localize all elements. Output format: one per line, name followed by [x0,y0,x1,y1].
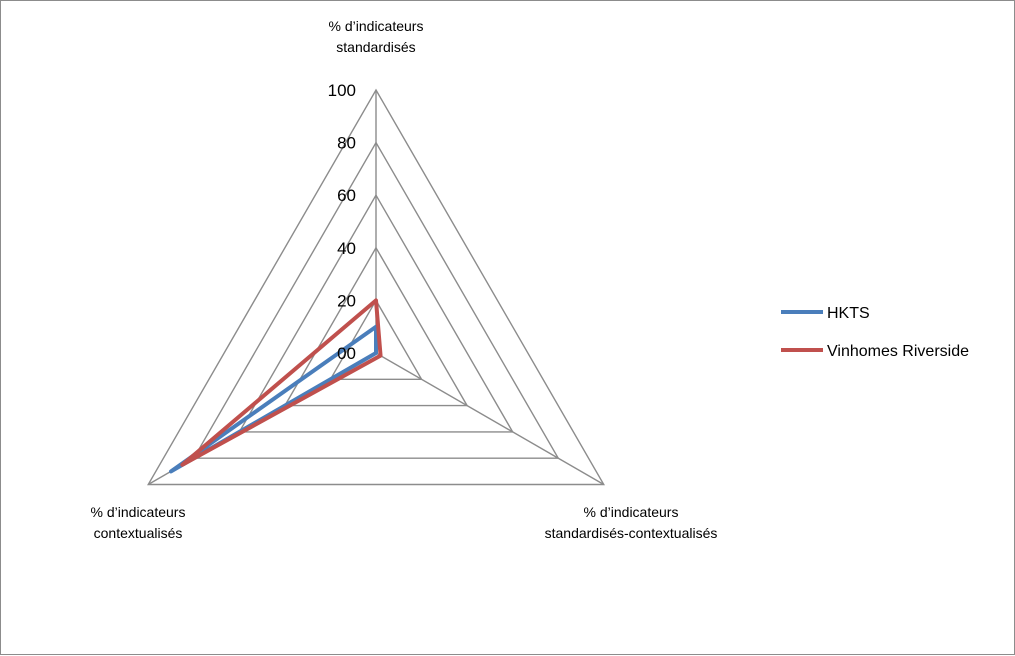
tick-label: 60 [337,186,356,205]
legend-label: HKTS [827,305,870,322]
grid-ring-20 [329,298,423,380]
tick-label: 00 [337,344,356,363]
grid-ring-60 [238,193,514,433]
radar-grid [147,88,605,486]
axis-spoke [375,352,605,486]
legend: HKTS Vinhomes Riverside [781,305,969,360]
radial-tick-labels: 00 20 40 60 80 100 [328,81,356,363]
axis-labels: % d’indicateurs standardisés % d’indicateu… [91,18,718,541]
grid-ring-40 [283,246,469,407]
grid-ring-100 [147,88,605,486]
tick-label: 20 [337,291,356,310]
grid-ring-80 [192,141,560,459]
legend-label: Vinhomes Riverside [827,343,969,360]
tick-label: 80 [337,134,356,153]
series-line-0 [169,324,378,474]
series-line-1 [180,298,383,467]
radar-series [169,298,383,474]
tick-label: 40 [337,239,356,258]
axis-label: % d’indicateurs contextualisés [91,504,186,541]
axis-label: % d’indicateurs standardisés-contextualis… [545,504,718,541]
tick-label: 100 [328,81,356,100]
axis-label: % d’indicateurs standardisés [329,18,424,55]
